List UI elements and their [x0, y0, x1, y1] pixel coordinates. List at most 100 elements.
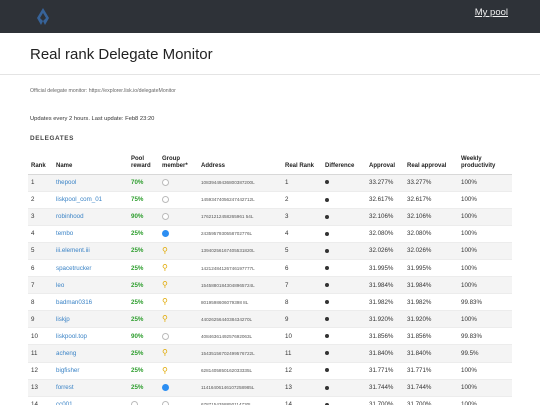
table-row: 12 bigfisher 25% ⚲ 6281405850162033335L 12 31.…: [28, 362, 512, 380]
cell-weekly-productivity: 100%: [461, 196, 477, 204]
cell-address: 13940256167405531820L: [201, 248, 255, 254]
dot-icon: [325, 214, 329, 219]
cell-real-approval: 31.744%: [407, 384, 432, 392]
cell-group-member: ⚲: [159, 242, 198, 259]
header-real-rank[interactable]: Real Rank: [285, 163, 315, 170]
cell-pool-reward: 25%: [131, 367, 144, 375]
cell-weekly-productivity: 100%: [461, 401, 477, 405]
header-real-approval[interactable]: Real approval: [407, 163, 447, 170]
map-pin-icon: ⚲: [162, 297, 168, 307]
cell-address: 6281405850162033335L: [201, 368, 253, 374]
cell-delegate-name[interactable]: liskpool_com_01: [56, 196, 103, 204]
empty-circle-icon: [162, 401, 169, 405]
cell-rank: 11: [31, 349, 38, 357]
cell-real-approval: 31.771%: [407, 367, 432, 375]
cell-approval: 31.982%: [369, 298, 394, 306]
dot-icon: [325, 180, 329, 185]
header-group-member[interactable]: Group member*: [162, 156, 188, 170]
cell-delegate-name[interactable]: iii.element.iii: [56, 247, 90, 255]
empty-circle-icon: [131, 401, 138, 405]
cell-real-approval: 33.277%: [407, 179, 432, 187]
header-rank[interactable]: Rank: [31, 163, 46, 170]
cell-difference: [322, 174, 366, 191]
table-header-row: Rank Name Pool reward Group member* Addr…: [28, 149, 512, 174]
header-weekly-productivity[interactable]: Weekly productivity: [461, 156, 496, 170]
cell-delegate-name[interactable]: forrest: [56, 384, 74, 392]
cell-weekly-productivity: 100%: [461, 315, 477, 323]
cell-real-rank: 8: [285, 298, 289, 306]
cell-group-member: [159, 191, 198, 208]
section-heading: DELEGATES: [30, 135, 74, 142]
cell-delegate-name[interactable]: liskjp: [56, 315, 70, 323]
cell-delegate-name[interactable]: cc001: [56, 401, 73, 405]
cell-difference: [322, 208, 366, 225]
cell-real-rank: 1: [285, 179, 289, 187]
my-pool-link[interactable]: My pool: [474, 7, 508, 18]
cell-address: 14212484126746197777L: [201, 265, 255, 271]
cell-rank: 10: [31, 332, 38, 340]
cell-weekly-productivity: 100%: [461, 247, 477, 255]
cell-group-member: ⚲: [159, 362, 198, 379]
cell-real-rank: 7: [285, 281, 289, 289]
table-row: 9 liskjp 25% ⚲ 4402625644038434270L 9 31.920% 3…: [28, 310, 512, 328]
cell-rank: 4: [31, 230, 35, 238]
dot-icon: [325, 231, 329, 236]
cell-address: 8019598606079398 8L: [201, 299, 249, 305]
cell-weekly-productivity: 99.83%: [461, 298, 482, 306]
cell-weekly-productivity: 100%: [461, 264, 477, 272]
table-row: 6 spacetrucker 25% ⚲ 14212484126746197777L 6 3…: [28, 259, 512, 277]
cell-real-approval: 32.080%: [407, 230, 432, 238]
cell-address: 6787154358850114730L: [201, 402, 252, 405]
cell-delegate-name[interactable]: badman0316: [56, 298, 93, 306]
header-pool-reward[interactable]: Pool reward: [131, 156, 151, 170]
cell-pool-reward: 75%: [131, 196, 144, 204]
cell-difference: [322, 362, 366, 379]
map-pin-icon: ⚲: [162, 365, 168, 375]
cell-group-member: [159, 328, 198, 345]
lisk-logo[interactable]: [36, 7, 53, 27]
cell-delegate-name[interactable]: bigfisher: [56, 367, 80, 375]
cell-address: 4084636149257692063L: [201, 333, 253, 339]
cell-group-member: ⚲: [159, 294, 198, 311]
dot-icon: [325, 402, 329, 405]
cell-address: 4402625644038434270L: [201, 316, 253, 322]
cell-real-approval: 32.026%: [407, 247, 432, 255]
cell-rank: 14: [31, 401, 38, 405]
cell-group-member: ⚲: [159, 259, 198, 276]
cell-approval: 32.106%: [369, 213, 394, 221]
cell-weekly-productivity: 100%: [461, 384, 477, 392]
table-row: 14 cc001 6787154358850114730L 14 31.700% 31.7…: [28, 396, 512, 405]
table-row: 3 robinhood 90% 17621212458265961 54L 3 32.10…: [28, 208, 512, 226]
table-row: 11 acheng 25% ⚲ 15435156702499576722L 11 31.84…: [28, 344, 512, 363]
cell-group-member: [159, 379, 198, 396]
cell-pool-reward: 25%: [131, 315, 144, 323]
cell-address: 17621212458265961 54L: [201, 214, 254, 220]
header-difference[interactable]: Difference: [325, 163, 355, 170]
cell-delegate-name[interactable]: leo: [56, 281, 65, 289]
cell-delegate-name[interactable]: acheng: [56, 349, 77, 357]
cell-address: 2435957930558702776L: [201, 231, 253, 237]
empty-circle-icon: [162, 196, 169, 204]
divider: [0, 74, 540, 75]
cell-group-member: [159, 174, 198, 191]
cell-address: 15435156702499576722L: [201, 350, 255, 356]
header-approval[interactable]: Approval: [369, 163, 396, 170]
cell-real-approval: 31.982%: [407, 298, 432, 306]
cell-delegate-name[interactable]: liskpool.top: [56, 332, 87, 340]
cell-delegate-name[interactable]: spacetrucker: [56, 264, 92, 272]
cell-group-member: ⚲: [159, 345, 198, 362]
cell-pool-reward: 25%: [131, 230, 144, 238]
cell-delegate-name[interactable]: tembo: [56, 230, 74, 238]
cell-delegate-name[interactable]: thepool: [56, 179, 77, 187]
header-name[interactable]: Name: [56, 163, 73, 170]
cell-delegate-name[interactable]: robinhood: [56, 213, 84, 221]
cell-real-rank: 9: [285, 315, 289, 323]
cell-group-member: [159, 396, 198, 405]
cell-group-member: [159, 225, 198, 242]
cell-difference: [322, 225, 366, 242]
cell-difference: [322, 242, 366, 259]
empty-circle-icon: [162, 332, 169, 340]
cell-real-rank: 14: [285, 401, 292, 405]
header-address[interactable]: Address: [201, 163, 226, 170]
cell-real-rank: 10: [285, 332, 292, 340]
